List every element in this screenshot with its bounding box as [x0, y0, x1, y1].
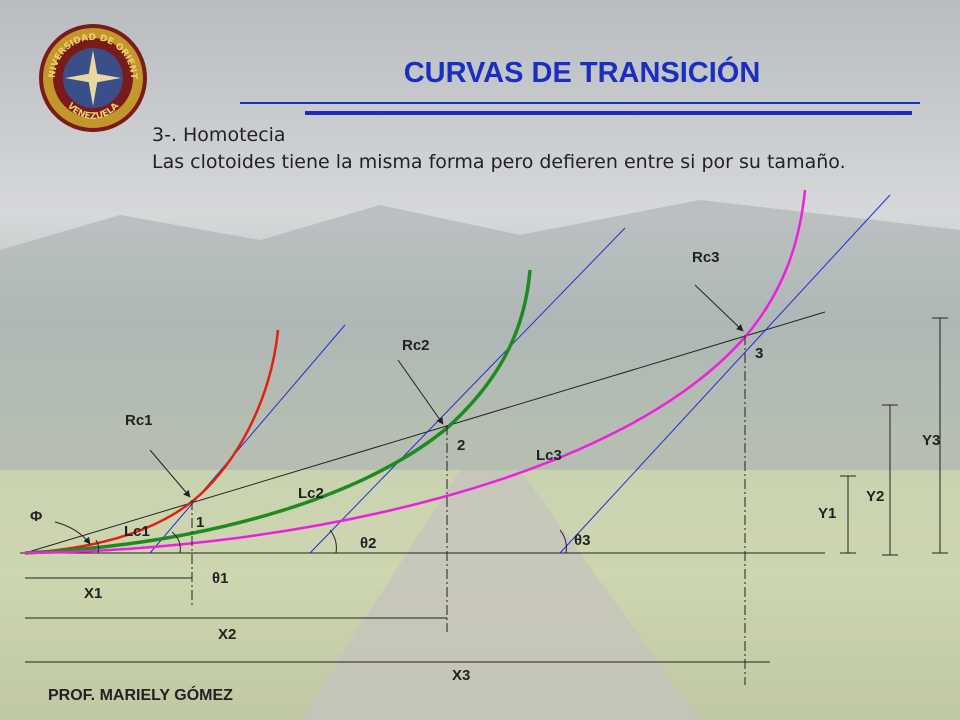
angle-arc [329, 529, 337, 554]
clothoid-1 [24, 329, 280, 555]
y-dimension-label: Y3 [922, 432, 940, 449]
point-label: 1 [196, 514, 204, 531]
angle-arc [171, 531, 181, 554]
road [300, 470, 700, 720]
heading: 3-. Homotecia [152, 124, 286, 146]
radius-label: Rc3 [692, 249, 720, 266]
arrow [694, 284, 744, 332]
y-dimension-label: Y2 [866, 488, 884, 505]
arrow [54, 521, 91, 545]
length-label: Lc3 [536, 447, 562, 464]
radius-label: Rc1 [125, 412, 153, 429]
point-label: 2 [457, 437, 465, 454]
dimension-line [882, 404, 898, 556]
x-dimension-label: X2 [218, 626, 236, 643]
arrow [397, 359, 444, 425]
clothoid-3 [24, 189, 807, 555]
clothoid-2 [24, 269, 532, 555]
diagram: Rc1 Rc2 Rc3 1 2 3 Lc1 Lc2 Lc3 Φ θ1 θ2 θ3… [20, 189, 948, 685]
angle-arc [559, 529, 567, 554]
point-label: 3 [755, 345, 763, 362]
angle-label: θ1 [212, 570, 228, 587]
footer-author: PROF. MARIELY GÓMEZ [48, 685, 233, 704]
angle-label: θ3 [574, 532, 590, 549]
x-dimension-label: X1 [84, 585, 102, 602]
phi-label: Φ [30, 508, 42, 525]
text-box: 3-. Homotecia Las clotoides tiene la mis… [152, 122, 882, 176]
dimension-line [932, 317, 948, 554]
tangent-line [149, 324, 346, 554]
length-label: Lc2 [298, 485, 324, 502]
angle-label: θ2 [360, 535, 376, 552]
tangent-line [559, 194, 891, 554]
tangent-line [309, 227, 626, 554]
title: CURVAS DE TRANSICIÓN [404, 55, 761, 89]
mountains [0, 200, 960, 470]
y-dimension-label: Y1 [818, 505, 836, 522]
arrow [149, 449, 191, 498]
x-dimension-label: X3 [452, 667, 470, 684]
dimension-line [840, 475, 856, 554]
paragraph: Las clotoides tiene la misma forma pero … [152, 151, 846, 173]
radius-label: Rc2 [402, 337, 430, 354]
angle-arc [95, 539, 100, 554]
chord-line [24, 311, 826, 554]
length-label: Lc1 [124, 523, 150, 540]
text-block: 3-. Homotecia Las clotoides tiene la mis… [152, 122, 882, 176]
